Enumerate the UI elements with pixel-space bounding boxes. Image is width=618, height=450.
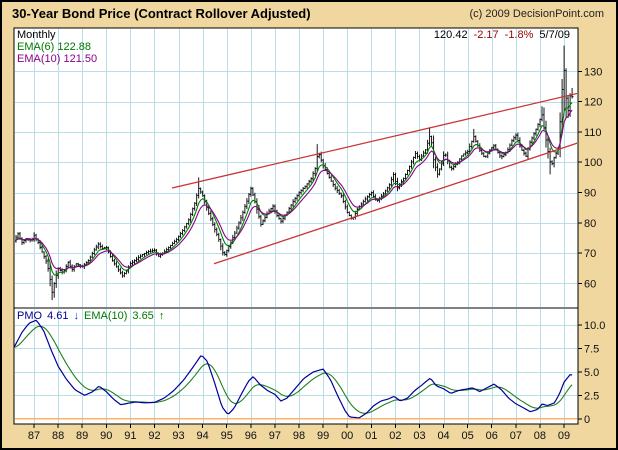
year-tick: 06 [486,430,498,442]
year-tick: 08 [534,430,546,442]
price-legend: Monthly EMA(6) 122.88 EMA(10) 121.50 [17,29,97,65]
pmo-label: PMO [17,310,43,322]
quote-line: 120.42 -2.17 -1.8% 5/7/09 [428,29,570,41]
pmo-down-arrow-icon: ↓ [73,310,79,322]
pmo-y-tick: 5.0 [584,367,599,379]
trendline-lower [213,142,577,265]
year-tick: 01 [365,430,377,442]
year-tick: 88 [52,430,64,442]
pmo-line [13,319,573,419]
ema10-legend: EMA(10) 121.50 [17,53,98,65]
price-series [15,45,574,301]
pmo-value: 4.61 [47,310,69,322]
copyright-notice: (c) 2009 DecisionPoint.com [469,8,604,20]
year-tick: 09 [558,430,570,442]
ohlc-ticks [15,70,574,293]
quote-change-pct: -1.8% [504,29,534,41]
year-tick: 92 [148,430,160,442]
pmo-y-tick: 7.5 [584,343,599,355]
year-tick: 02 [389,430,401,442]
page-title: 30-Year Bond Price (Contract Rollover Ad… [12,6,311,21]
trendline-upper [171,92,577,189]
price-y-tick: 80 [584,218,596,230]
year-tick: 97 [269,430,281,442]
ema10-line [15,109,573,271]
year-tick: 96 [245,430,257,442]
pmo-ema-value: 3.65 [132,310,154,322]
price-y-tick: 130 [584,66,602,78]
pmo-panel [13,307,579,425]
year-tick: 05 [462,430,474,442]
year-tick: 99 [317,430,329,442]
price-y-tick: 100 [584,157,602,169]
axis-labels: 130 120 110 100 90 80 70 60 10.0 7.5 5.0 2.5 0 87 88 89… [28,66,606,442]
pmo-ema-label: EMA(10) [83,310,128,322]
price-y-tick: 110 [584,127,602,139]
year-tick: 94 [197,430,209,442]
pmo-legend: PMO 4.61 ↓ EMA(10) 3.65 ↑ [17,310,169,322]
year-tick: 91 [124,430,136,442]
price-y-tick: 60 [584,278,596,290]
year-tick: 87 [28,430,40,442]
price-y-tick: 90 [584,188,596,200]
ema6-line [15,102,573,276]
year-tick: 90 [100,430,112,442]
pmo-ema-line [13,325,573,414]
pmo-y-tick: 10.0 [584,320,605,332]
year-tick: 04 [437,430,449,442]
year-tick: 93 [172,430,184,442]
pmo-y-tick: 2.5 [584,390,599,402]
pmo-ema-up-arrow-icon: ↑ [158,310,165,322]
year-tick: 95 [221,430,233,442]
price-y-tick: 70 [584,248,596,260]
price-panel [13,27,579,309]
timeframe-label: Monthly [17,29,56,41]
chart-panels [13,27,579,425]
gridlines [15,29,577,423]
quote-change: -2.17 [473,29,499,41]
ema6-legend: EMA(6) 122.88 [17,41,91,53]
quote-date: 5/7/09 [539,29,570,41]
quote-last: 120.42 [433,29,468,41]
year-tick: 89 [76,430,88,442]
price-y-tick: 120 [584,97,602,109]
pmo-y-tick: 0 [584,414,590,426]
year-tick: 03 [413,430,425,442]
year-tick: 98 [293,430,305,442]
year-tick: 07 [510,430,522,442]
year-tick: 00 [341,430,353,442]
